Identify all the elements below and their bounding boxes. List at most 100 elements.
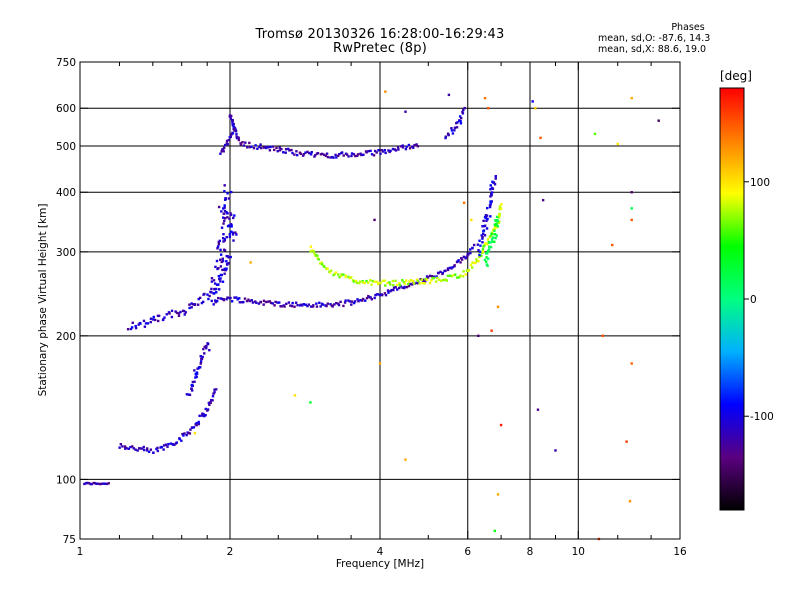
echo-point (149, 317, 153, 320)
echo-point (145, 449, 149, 452)
echo-point (295, 153, 299, 157)
echo-point (471, 261, 474, 264)
echo-point (170, 309, 174, 313)
echo-point (401, 279, 404, 282)
echo-point (144, 322, 148, 325)
echo-point (193, 369, 196, 372)
echo-point (222, 233, 225, 236)
echo-point (229, 135, 233, 139)
echo-point (242, 144, 246, 147)
colorbar-unit-label: [deg] (720, 69, 752, 83)
echo-point (248, 145, 252, 149)
echo-point (484, 252, 488, 255)
echo-point (421, 278, 425, 281)
echo-point (455, 126, 459, 129)
echo-point (214, 287, 218, 291)
echo-point (268, 300, 271, 303)
echo-point (481, 236, 484, 239)
echo-point (415, 143, 418, 146)
echo-point (276, 301, 279, 304)
echo-point (493, 223, 497, 226)
echo-point (428, 274, 432, 278)
echo-point (299, 152, 303, 156)
echo-point (486, 238, 490, 241)
echo-point (461, 110, 464, 114)
echo-point (499, 423, 503, 427)
echo-point (164, 443, 168, 446)
echo-point (494, 219, 497, 222)
echo-point (369, 279, 372, 282)
echo-point (188, 303, 191, 306)
x-tick-label: 4 (377, 546, 384, 558)
echo-point (312, 304, 315, 307)
echo-point (376, 293, 379, 296)
echo-point (475, 258, 478, 261)
echo-point (232, 128, 236, 131)
echo-point (391, 147, 395, 151)
echo-point (217, 205, 221, 209)
echo-point (489, 235, 492, 238)
echo-point (197, 420, 200, 424)
phases-o-stats: mean, sd,O: -87.6, 14.3 (598, 33, 711, 44)
echo-point (134, 326, 138, 330)
echo-point (384, 293, 388, 297)
echo-point (256, 147, 259, 150)
echo-point (184, 311, 187, 314)
echo-point (149, 448, 153, 451)
echo-point (418, 282, 421, 285)
echo-point (394, 285, 397, 289)
echo-point (488, 205, 492, 209)
echo-point (381, 293, 384, 297)
echo-point (450, 129, 454, 132)
echo-point (451, 132, 455, 135)
echo-point (369, 296, 372, 299)
echo-point (340, 274, 343, 278)
echo-point (435, 276, 439, 280)
echo-point (470, 218, 473, 222)
y-tick-label: 600 (56, 103, 76, 115)
echo-point (493, 233, 497, 236)
echo-point (156, 449, 160, 453)
echo-point (136, 449, 139, 452)
echo-point (221, 236, 225, 240)
echo-point (217, 274, 221, 278)
echo-point (295, 150, 298, 153)
echo-point (232, 239, 235, 242)
echo-point (344, 274, 348, 277)
echo-point (235, 135, 238, 139)
echo-point (356, 154, 359, 158)
echo-point (231, 132, 235, 135)
echo-point (365, 151, 368, 154)
echo-point (203, 345, 206, 348)
echo-point (485, 227, 489, 230)
echo-point (494, 177, 497, 180)
axes: 1 2 4 6 8 10 16 75 100 200 300 400 500 600 750 (56, 57, 687, 558)
echo-point (200, 301, 204, 305)
echo-point (222, 216, 225, 219)
echo-point (455, 276, 459, 279)
echo-point (593, 132, 597, 136)
echo-point (227, 256, 231, 259)
echo-point (331, 305, 334, 308)
echo-point (413, 143, 416, 147)
echo-point (369, 149, 372, 153)
echo-point (387, 149, 390, 152)
echo-point (294, 301, 298, 304)
echo-point (316, 152, 320, 155)
echo-point (210, 299, 213, 303)
echo-point (169, 442, 173, 445)
echo-point (462, 201, 466, 205)
echo-point (212, 392, 215, 395)
echo-point (377, 149, 380, 152)
echo-point (340, 273, 343, 276)
echo-point (404, 110, 407, 113)
echo-point (321, 152, 324, 156)
echo-point (204, 414, 207, 417)
echo-point (611, 243, 614, 247)
echo-point (221, 259, 225, 263)
echo-point (203, 352, 206, 355)
echo-point (411, 279, 415, 283)
echo-point (206, 409, 209, 412)
echo-point (193, 431, 197, 435)
echo-point (219, 248, 222, 252)
